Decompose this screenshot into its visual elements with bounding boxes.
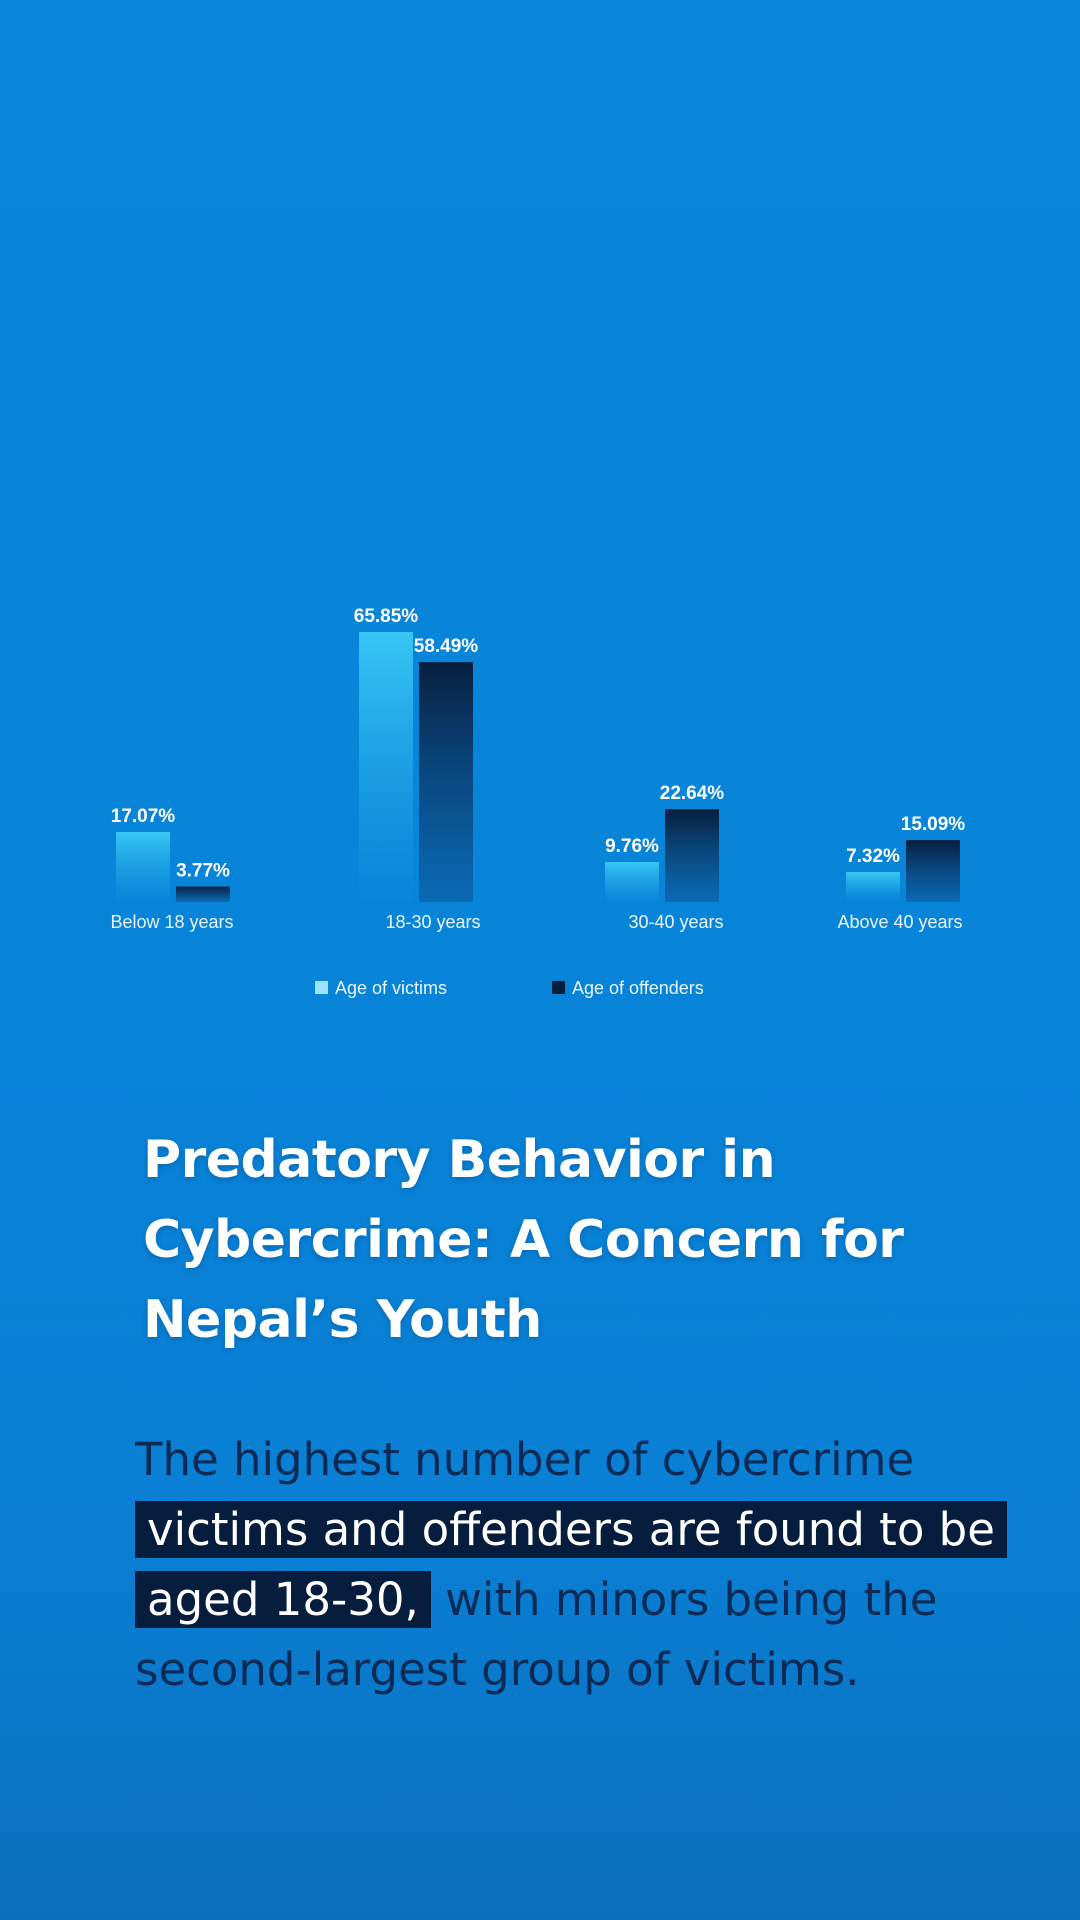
body-rest: with minors being the second-largest gro… xyxy=(135,1573,938,1696)
bar-victims-2 xyxy=(605,861,659,902)
age-bar-chart: 17.07% 3.77% Below 18 years 65.85% 58.49% 18-… xyxy=(110,606,965,998)
bar-victims-3 xyxy=(846,871,900,902)
value-label-victims-2: 9.76% xyxy=(605,836,659,857)
chart-legend: Age of victims Age of offenders xyxy=(315,978,704,998)
bars-layer xyxy=(116,632,960,902)
legend-swatch-victims xyxy=(315,981,328,994)
bar-offenders-0 xyxy=(176,886,230,902)
value-label-victims-0: 17.07% xyxy=(111,806,176,827)
value-label-offenders-3: 15.09% xyxy=(901,814,966,835)
legend-label-victims: Age of victims xyxy=(335,978,447,998)
category-label-3: Above 40 years xyxy=(837,912,962,932)
value-label-victims-1: 65.85% xyxy=(354,606,419,627)
page-headline: Predatory Behavior in Cybercrime: A Conc… xyxy=(143,1130,904,1350)
legend-label-offenders: Age of offenders xyxy=(572,978,704,998)
category-label-2: 30-40 years xyxy=(628,912,723,932)
bar-offenders-2 xyxy=(665,809,719,902)
value-label-offenders-2: 22.64% xyxy=(660,783,725,804)
bar-offenders-1 xyxy=(419,662,473,902)
bar-victims-1 xyxy=(359,632,413,902)
labels-layer: 17.07% 3.77% Below 18 years 65.85% 58.49% 18-… xyxy=(110,606,965,932)
body-text: The highest number of cybercrime victims… xyxy=(135,1425,1007,1705)
legend-swatch-offenders xyxy=(552,981,565,994)
category-label-1: 18-30 years xyxy=(385,912,480,932)
body-lead: The highest number of cybercrime xyxy=(135,1433,915,1486)
category-label-0: Below 18 years xyxy=(110,912,233,932)
bar-offenders-3 xyxy=(906,840,960,902)
value-label-offenders-0: 3.77% xyxy=(176,861,230,882)
value-label-victims-3: 7.32% xyxy=(846,846,900,867)
value-label-offenders-1: 58.49% xyxy=(414,636,479,657)
bar-victims-0 xyxy=(116,832,170,902)
